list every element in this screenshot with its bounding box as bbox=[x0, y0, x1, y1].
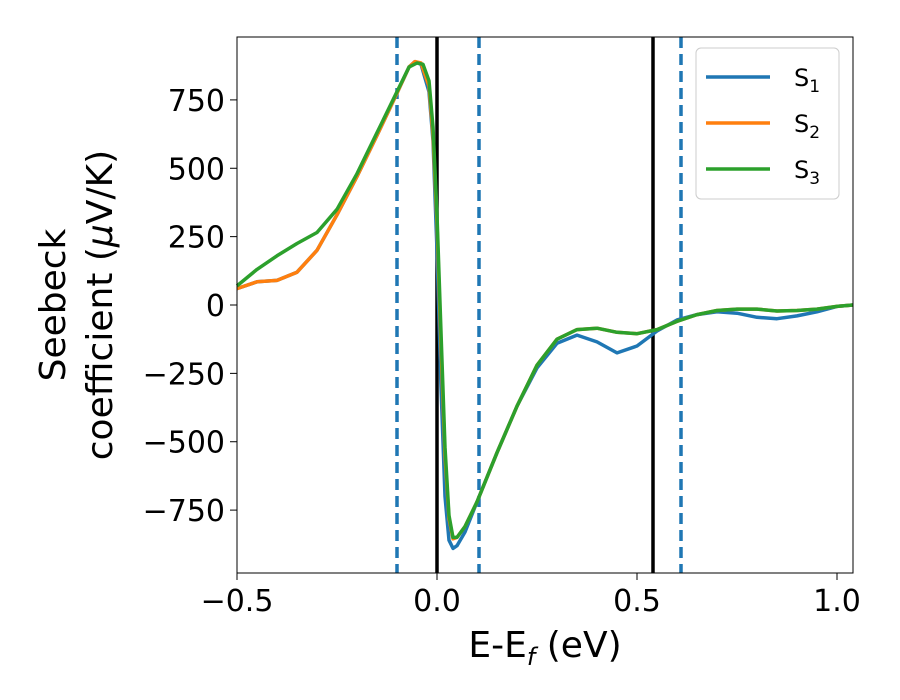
x-tick-label: −0.5 bbox=[201, 584, 274, 619]
y-axis-label: Seebeck coefficient (μV/K) bbox=[33, 150, 121, 460]
series-line-S3 bbox=[235, 61, 854, 540]
y-tick-label: −250 bbox=[143, 357, 225, 392]
y-axis-label-line2: coefficient (μV/K) bbox=[80, 150, 121, 460]
y-tick-label: 750 bbox=[168, 84, 225, 119]
y-tick-label: 500 bbox=[168, 152, 225, 187]
y-tick-label: 0 bbox=[206, 289, 225, 324]
legend: S1 S2 S3 bbox=[695, 47, 840, 200]
legend-label-S2: S2 bbox=[794, 110, 820, 143]
legend-label-S1: S1 bbox=[794, 64, 820, 97]
x-tick-label: 1.0 bbox=[813, 584, 861, 619]
x-axis-label: E-Ef (eV) bbox=[468, 625, 621, 671]
x-tick-label: 0.5 bbox=[613, 584, 661, 619]
y-axis-label-line1: Seebeck bbox=[33, 228, 74, 381]
legend-label-S3: S3 bbox=[794, 156, 820, 189]
y-tick-label: −750 bbox=[143, 494, 225, 529]
x-axis: −0.5 0.0 0.5 1.0 bbox=[201, 573, 861, 619]
y-tick-label: −500 bbox=[143, 426, 225, 461]
y-axis: 750 500 250 0 −250 −500 −750 bbox=[143, 84, 237, 529]
series-lines bbox=[235, 59, 854, 551]
x-tick-label: 0.0 bbox=[413, 584, 461, 619]
y-tick-label: 250 bbox=[168, 221, 225, 256]
